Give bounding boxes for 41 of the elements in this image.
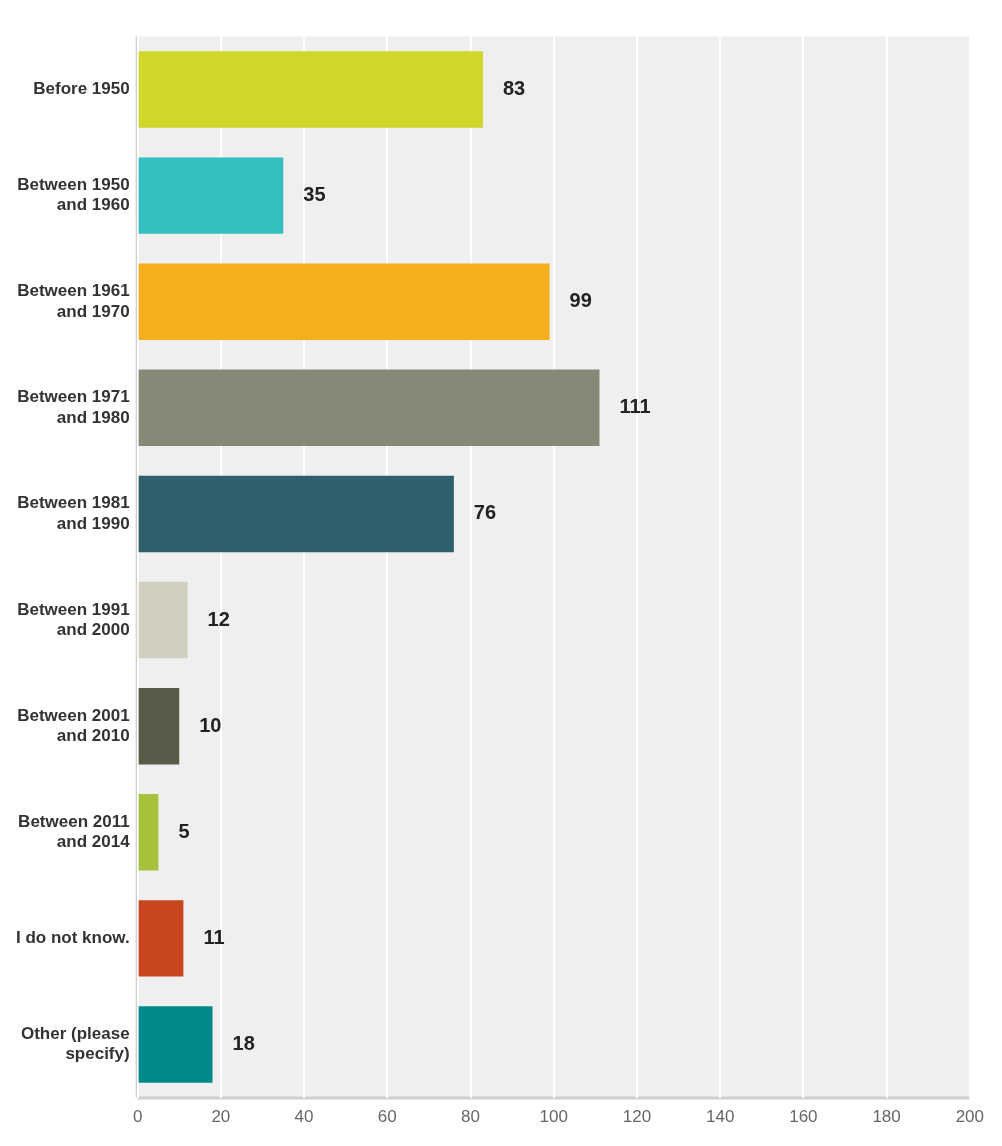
x-tick-label: 180 [872,1107,901,1127]
y-tick-label: Between 1961 and 1970 [17,281,130,321]
bar [138,794,159,871]
x-tick-label: 120 [622,1107,652,1127]
x-tick-label: 160 [789,1107,818,1127]
x-tick-label: 0 [132,1107,143,1127]
y-tick-label: Between 2011 and 2014 [18,811,131,852]
bar [138,369,600,447]
bar [138,475,454,553]
y-tick-label: Between 1950 and 1960 [17,175,130,215]
data-label: 5 [178,819,190,842]
x-tick-label: 200 [955,1107,985,1127]
x-tick-label: 40 [294,1107,314,1127]
y-tick-label: Other (please specify) [20,1024,130,1064]
data-label: 12 [207,607,230,630]
y-tick-label: Before 1950 [33,79,130,99]
bar [138,1006,213,1083]
data-label: 35 [303,183,326,206]
data-label: 18 [232,1032,255,1055]
bar [138,51,483,128]
x-tick-label: 140 [705,1107,735,1127]
y-tick-label: Between 1981 and 1990 [17,493,130,533]
data-label: 99 [569,289,592,312]
data-label: 11 [203,925,225,948]
data-label: 111 [619,395,651,418]
bar [138,900,184,977]
bar [138,581,188,659]
data-label: 76 [473,501,497,524]
x-tick-label: 20 [211,1107,231,1127]
y-tick-label: I do not know. [15,928,130,948]
x-tick-label: 60 [377,1107,397,1127]
bar [138,157,284,234]
bar [138,263,550,340]
x-tick-label: 80 [461,1107,480,1127]
data-label: 10 [199,713,222,736]
y-tick-label: Between 1971 and 1980 [17,387,130,427]
data-label: 83 [502,76,526,99]
y-tick-label: Between 2001 and 2010 [17,705,130,746]
y-tick-label: Between 1991 and 2000 [17,599,130,639]
bar [138,687,180,765]
x-tick-label: 100 [539,1107,568,1127]
